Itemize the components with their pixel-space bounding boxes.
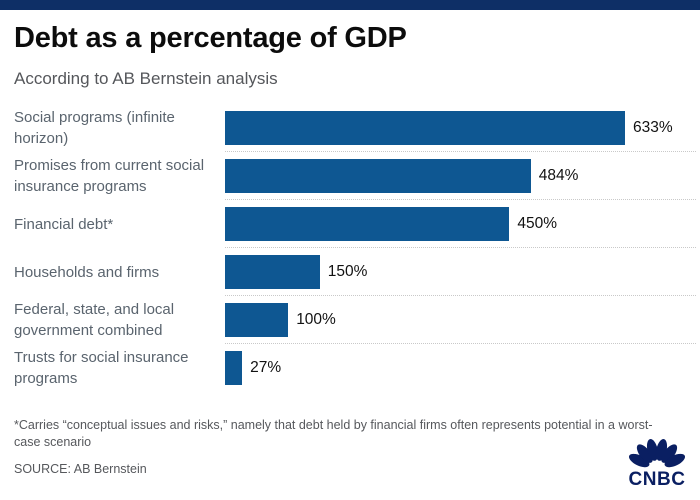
- chart-row: Promises from current social insurance p…: [14, 152, 696, 200]
- chart-row: Social programs (infinite horizon) 633%: [14, 104, 696, 152]
- bar-track: 450%: [225, 200, 696, 248]
- bar-track: 27%: [225, 344, 696, 392]
- cnbc-peacock-icon: [628, 439, 686, 468]
- bar-track: 633%: [225, 104, 696, 152]
- source-line: SOURCE: AB Bernstein: [14, 462, 147, 476]
- bar-value: 484%: [538, 166, 579, 184]
- cnbc-wordmark: CNBC: [628, 469, 686, 490]
- bar: [225, 255, 320, 289]
- bar-track: 150%: [225, 248, 696, 296]
- bar: [225, 111, 625, 145]
- bar-value: 27%: [250, 359, 282, 376]
- chart-title: Debt as a percentage of GDP: [14, 22, 407, 54]
- bar-track: 100%: [225, 296, 696, 344]
- bar: [225, 303, 289, 337]
- accent-bar: [0, 0, 700, 10]
- bar-label: Trusts for social insurance programs: [14, 349, 189, 387]
- bar: [225, 207, 510, 241]
- bar-label: Social programs (infinite horizon): [14, 109, 175, 147]
- bar-value: 100%: [296, 310, 336, 328]
- bar-track: 484%: [225, 152, 696, 200]
- bar-value: 150%: [327, 262, 368, 280]
- cnbc-logo: CNBC: [619, 432, 695, 489]
- bar: [225, 351, 243, 385]
- bar-label: Financial debt*: [14, 215, 114, 233]
- chart-row: Trusts for social insurance programs 27%: [14, 344, 696, 392]
- chart-row: Financial debt* 450%: [14, 200, 696, 248]
- bar: [225, 159, 531, 193]
- bar-label: Promises from current social insurance p…: [14, 157, 205, 195]
- chart-row: Households and firms 150%: [14, 248, 696, 296]
- chart-subtitle: According to AB Bernstein analysis: [14, 69, 278, 88]
- bar-value: 633%: [633, 118, 673, 136]
- bar-value: 450%: [517, 214, 558, 232]
- footnote: *Carries “conceptual issues and risks,” …: [14, 418, 653, 449]
- bar-label: Federal, state, and local government com…: [14, 301, 175, 339]
- bar-chart: Social programs (infinite horizon) 633% Pr…: [14, 104, 696, 392]
- bar-label: Households and firms: [14, 263, 160, 281]
- chart-row: Federal, state, and local government com…: [14, 296, 696, 344]
